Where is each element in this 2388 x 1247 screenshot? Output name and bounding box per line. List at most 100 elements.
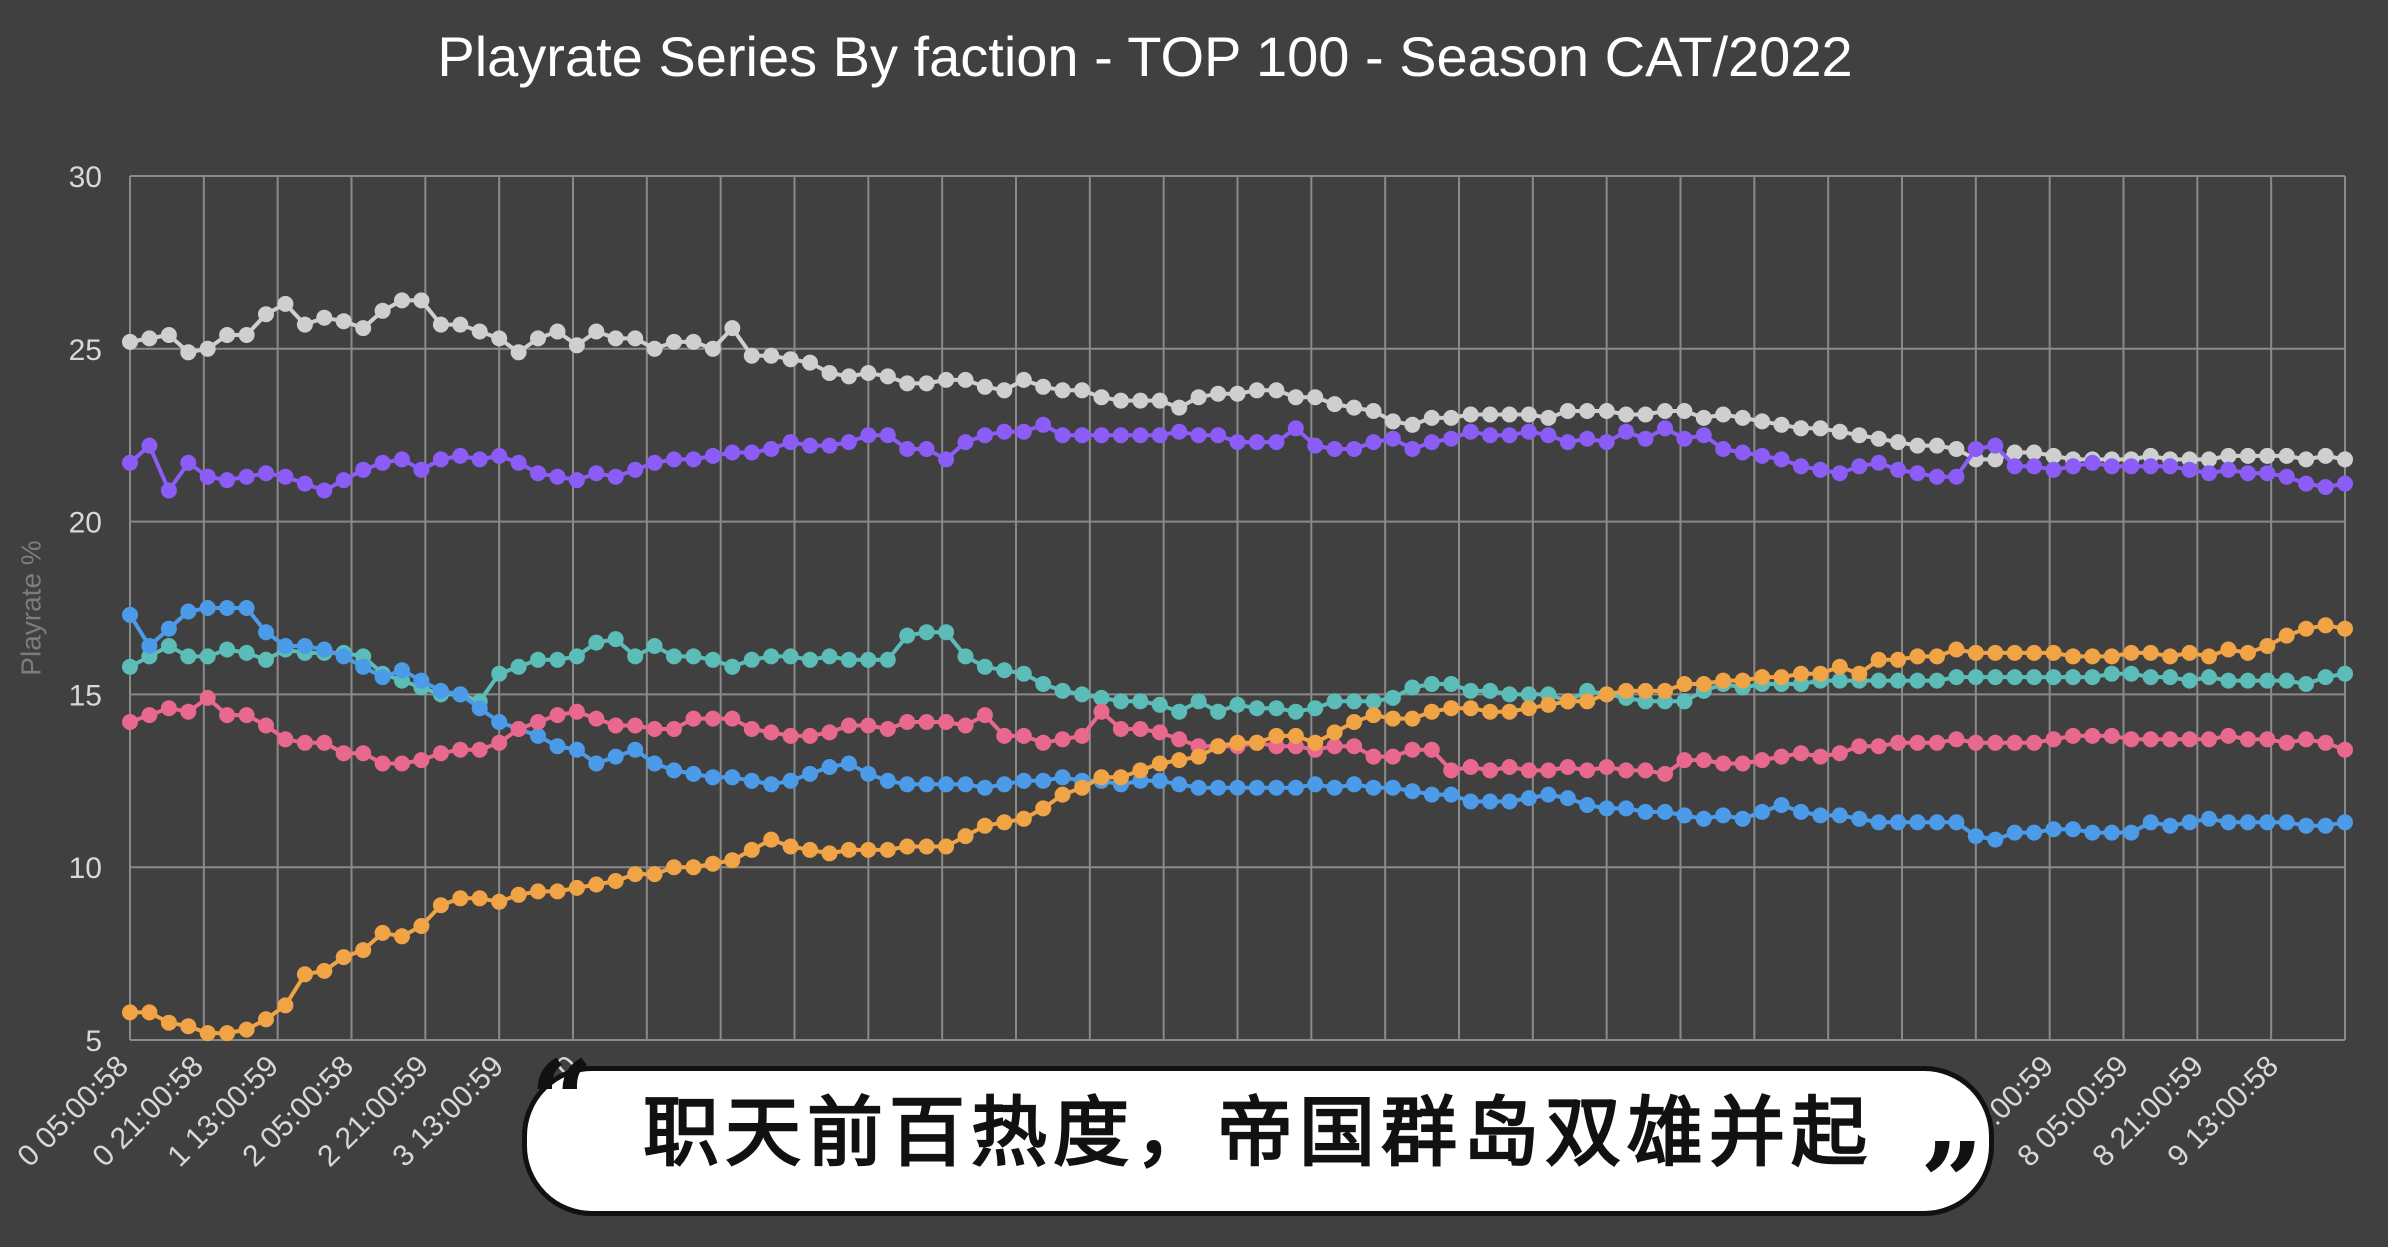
data-point — [2103, 824, 2120, 841]
data-point — [1268, 700, 1285, 717]
data-point — [568, 703, 585, 720]
data-point — [355, 745, 372, 762]
data-point — [1851, 427, 1868, 444]
data-point — [2006, 444, 2023, 461]
data-point — [2084, 648, 2101, 665]
data-point — [1404, 679, 1421, 696]
data-point — [2006, 734, 2023, 751]
data-point — [316, 309, 333, 326]
data-point — [1462, 406, 1479, 423]
data-point — [335, 949, 352, 966]
data-point — [1054, 731, 1071, 748]
data-point — [160, 482, 177, 499]
data-point — [1404, 783, 1421, 800]
data-point — [588, 755, 605, 772]
data-point — [2298, 676, 2315, 692]
data-point — [1093, 689, 1110, 706]
data-point — [1074, 427, 1091, 444]
data-point — [530, 465, 546, 482]
data-point — [2142, 814, 2159, 831]
data-point — [1754, 447, 1771, 464]
data-point — [2006, 669, 2023, 686]
grid-layer — [129, 175, 2346, 1041]
data-point — [1948, 731, 1965, 748]
data-point — [1229, 779, 1246, 796]
data-point — [1404, 441, 1421, 457]
data-point — [1520, 406, 1537, 423]
data-point — [899, 627, 916, 644]
data-point — [2259, 731, 2276, 748]
data-point — [938, 838, 955, 855]
data-point — [607, 717, 624, 734]
data-point — [685, 451, 702, 468]
data-point — [1618, 423, 1635, 440]
data-point — [1793, 458, 1809, 475]
data-point — [1579, 403, 1596, 419]
data-point — [258, 651, 274, 668]
data-point — [1015, 810, 1032, 827]
data-point — [296, 966, 313, 983]
data-point — [1151, 755, 1168, 772]
data-point — [1676, 430, 1693, 447]
data-point — [1598, 759, 1615, 775]
data-point — [2220, 814, 2237, 831]
data-point — [1482, 406, 1499, 423]
data-point — [219, 707, 236, 724]
data-point — [432, 897, 449, 914]
data-point — [2103, 648, 2120, 665]
data-point — [1598, 403, 1615, 419]
data-point — [782, 434, 799, 451]
data-point — [1676, 693, 1693, 710]
data-point — [1734, 672, 1751, 689]
data-point — [1890, 672, 1907, 689]
data-point — [1598, 686, 1615, 703]
data-point — [122, 606, 138, 623]
data-point — [1210, 738, 1227, 755]
data-point — [1190, 748, 1207, 765]
data-point — [374, 669, 391, 686]
data-point — [938, 451, 955, 468]
data-point — [199, 648, 216, 665]
data-point — [2045, 821, 2062, 838]
data-point — [141, 1004, 158, 1021]
data-point — [1967, 828, 1984, 845]
data-point — [1365, 707, 1382, 724]
data-point — [1559, 759, 1576, 775]
data-point — [2239, 447, 2256, 464]
data-point — [704, 447, 721, 464]
data-point — [1229, 385, 1246, 402]
data-point — [160, 1014, 177, 1031]
data-point — [549, 883, 566, 900]
data-point — [530, 883, 546, 900]
data-point — [549, 323, 566, 340]
data-point — [1404, 710, 1421, 727]
data-point — [1657, 803, 1673, 820]
data-point — [549, 738, 566, 755]
data-point — [238, 644, 255, 661]
data-point — [530, 330, 546, 347]
data-point — [2259, 465, 2276, 482]
data-point — [821, 759, 838, 775]
data-point — [646, 755, 663, 772]
data-point — [646, 454, 663, 471]
data-point — [296, 734, 313, 751]
data-point — [840, 755, 857, 772]
data-point — [1035, 772, 1052, 789]
data-point — [1384, 779, 1401, 796]
data-point — [2278, 734, 2295, 751]
data-point — [1384, 689, 1401, 706]
data-point — [1676, 752, 1693, 769]
data-point — [2045, 447, 2062, 464]
data-point — [1384, 413, 1401, 430]
data-point — [1132, 693, 1149, 710]
data-point — [2278, 627, 2295, 644]
data-point — [160, 700, 177, 717]
data-point — [1987, 734, 2004, 751]
data-point — [1112, 769, 1129, 786]
data-point — [2298, 451, 2315, 468]
data-point — [219, 472, 236, 489]
data-point — [2201, 669, 2217, 686]
data-point — [394, 755, 410, 772]
data-point — [724, 710, 741, 727]
data-point — [685, 859, 702, 876]
